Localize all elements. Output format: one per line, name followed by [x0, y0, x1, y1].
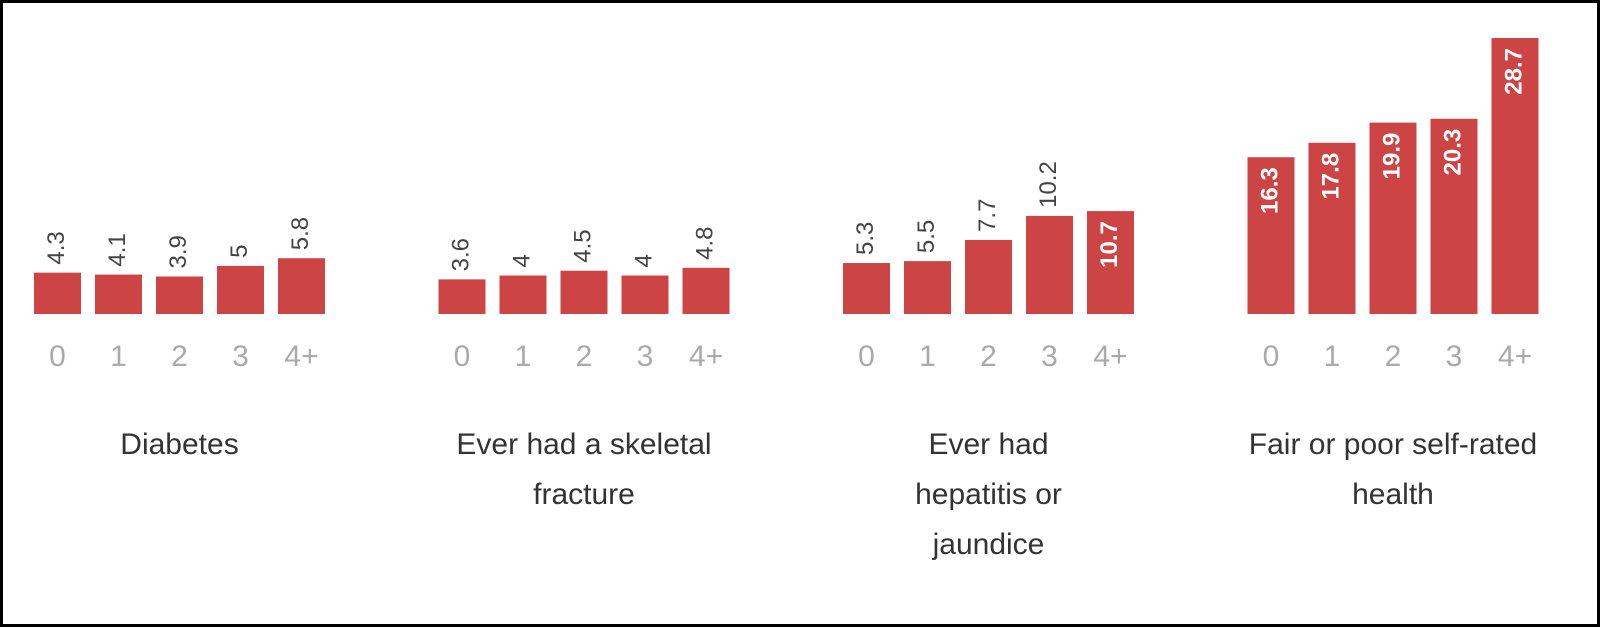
- value-label: 10.2: [1035, 161, 1062, 208]
- category-label: 2: [171, 340, 188, 373]
- value-label: 4.1: [104, 233, 131, 266]
- category-label: 1: [1324, 340, 1341, 373]
- bar: [904, 261, 951, 314]
- category-label: 3: [637, 340, 654, 373]
- category-label: 4+: [1093, 340, 1127, 373]
- category-label: 2: [980, 340, 997, 373]
- chart-title: Ever had hepatitis or jaundice: [915, 428, 1062, 561]
- bar: [682, 267, 730, 314]
- bar: [1247, 157, 1295, 314]
- value-label: 4.3: [43, 231, 70, 264]
- bar: [156, 276, 203, 314]
- category-label: 2: [576, 340, 593, 373]
- category-label: 4+: [1498, 340, 1532, 373]
- category-label: 3: [1041, 340, 1058, 373]
- value-label: 4.5: [569, 229, 596, 262]
- bar: [499, 275, 547, 314]
- bar: [1430, 118, 1478, 314]
- value-label: 17.8: [1317, 153, 1344, 200]
- bar: [1087, 211, 1134, 314]
- value-label: 10.7: [1096, 221, 1123, 268]
- bar: [438, 279, 486, 314]
- bar: [965, 239, 1012, 314]
- bar: [278, 258, 325, 314]
- bar: [1369, 122, 1417, 315]
- category-label: 0: [454, 340, 471, 373]
- value-label: 5.5: [913, 220, 940, 253]
- value-label: 16.3: [1256, 167, 1283, 214]
- bar: [95, 274, 142, 314]
- category-label: 3: [232, 340, 249, 373]
- category-label: 1: [919, 340, 936, 373]
- chart-title: Ever had a skeletal fracture: [456, 428, 712, 511]
- category-label: 0: [49, 340, 66, 373]
- bar: [1308, 142, 1356, 314]
- category-label: 2: [1385, 340, 1402, 373]
- chart-title: Fair or poor self-rated health: [1248, 428, 1538, 511]
- category-label: 4+: [284, 340, 318, 373]
- value-label: 4: [630, 254, 657, 267]
- value-label: 3.9: [165, 235, 192, 268]
- value-label: 3.6: [447, 238, 474, 271]
- bar: [560, 270, 608, 314]
- value-label: 4: [508, 254, 535, 267]
- bar: [1026, 215, 1073, 314]
- category-label: 0: [858, 340, 875, 373]
- value-label: 19.9: [1378, 133, 1405, 180]
- category-label: 1: [110, 340, 127, 373]
- value-label: 28.7: [1500, 48, 1527, 95]
- value-label: 20.3: [1439, 129, 1466, 176]
- category-label: 4+: [689, 340, 723, 373]
- category-label: 1: [515, 340, 532, 373]
- chart-title: Diabetes: [120, 428, 239, 461]
- category-label: 3: [1446, 340, 1463, 373]
- value-label: 5.3: [852, 222, 879, 255]
- value-label: 7.7: [974, 199, 1001, 232]
- bar: [621, 275, 669, 314]
- bar: [1491, 38, 1539, 314]
- category-label: 0: [1263, 340, 1280, 373]
- bar: [217, 265, 264, 314]
- value-label: 5.8: [287, 217, 314, 250]
- value-label: 4.8: [691, 226, 718, 259]
- value-label: 5: [226, 245, 253, 258]
- bar: [843, 263, 890, 314]
- bar: [34, 272, 81, 314]
